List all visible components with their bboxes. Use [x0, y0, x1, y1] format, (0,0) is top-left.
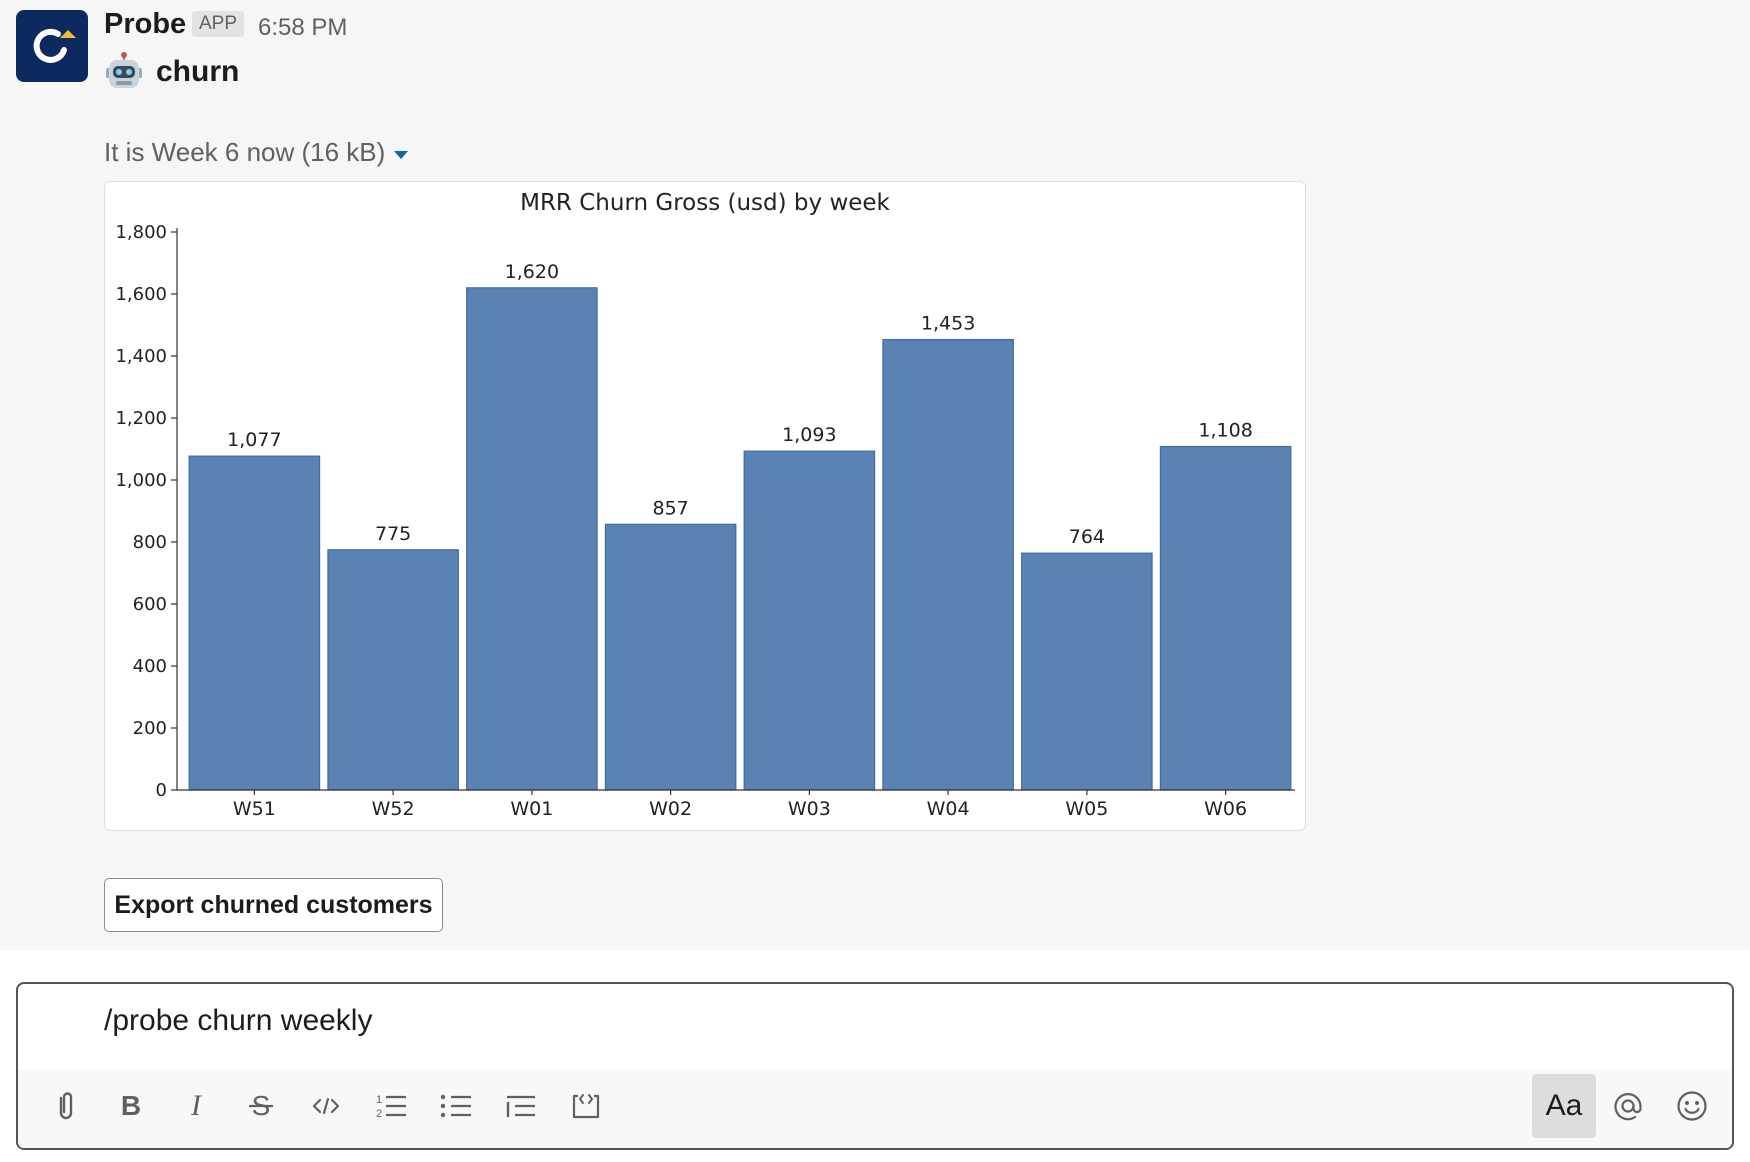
- y-tick-label: 600: [133, 594, 167, 615]
- message-timestamp[interactable]: 6:58 PM: [258, 14, 348, 41]
- sender-name[interactable]: Probe: [104, 8, 187, 40]
- data-label: 1,093: [782, 424, 836, 446]
- bar-w05: [1021, 552, 1153, 791]
- y-tick-label: 800: [133, 532, 167, 553]
- bar-chart: MRR Churn Gross (usd) by week 0 200 400 600…: [115, 190, 1295, 820]
- formatting-toggle-button[interactable]: Aa: [1532, 1074, 1596, 1138]
- bar-w51: [188, 455, 321, 791]
- y-tick-label: 1,800: [115, 222, 167, 243]
- data-label: 1,453: [921, 313, 975, 335]
- y-axis: 0 200 400 600 800 1,000 1,200 1,400 1,600 1,800: [115, 222, 178, 801]
- emoji-smiley-icon[interactable]: [1666, 1078, 1718, 1134]
- svg-text:1: 1: [376, 1094, 382, 1106]
- file-name[interactable]: It is Week 6 now: [104, 137, 295, 167]
- data-label: 857: [652, 497, 688, 519]
- italic-icon[interactable]: I: [170, 1078, 222, 1134]
- bar-w01: [466, 287, 598, 791]
- bars: 1,077 775 1,620 857 1,093 1,453 764 1,108: [188, 261, 1292, 791]
- y-tick-label: 200: [133, 718, 167, 739]
- bar-w02: [604, 523, 737, 791]
- x-tick-label: W01: [510, 798, 553, 820]
- message-subtitle: churn: [156, 55, 240, 88]
- data-label: 775: [375, 523, 411, 545]
- svg-text:2: 2: [376, 1108, 382, 1120]
- x-axis: W51 W52 W01 W02 W03 W04 W05 W06: [177, 789, 1295, 820]
- mention-at-icon[interactable]: [1602, 1078, 1654, 1134]
- y-tick-label: 400: [133, 656, 167, 677]
- bulleted-list-icon[interactable]: [430, 1078, 482, 1134]
- y-tick-label: 1,000: [115, 470, 167, 491]
- svg-text:I: I: [190, 1090, 203, 1122]
- robot-emoji-icon: [106, 52, 142, 88]
- probe-logo-icon: [33, 28, 76, 63]
- x-tick-label: W03: [788, 798, 831, 820]
- chart-attachment[interactable]: MRR Churn Gross (usd) by week 0 200 400 600…: [104, 181, 1306, 831]
- bar-w06: [1159, 445, 1292, 791]
- x-tick-label: W05: [1065, 798, 1108, 820]
- data-label: 1,108: [1198, 420, 1252, 442]
- message-subtitle-row: churn: [104, 52, 239, 92]
- collapse-caret-icon[interactable]: [394, 150, 409, 159]
- y-tick-label: 1,600: [115, 284, 167, 305]
- bar-w03: [743, 450, 876, 791]
- code-block-icon[interactable]: [560, 1078, 612, 1134]
- export-churned-customers-button[interactable]: Export churned customers: [104, 878, 443, 932]
- blockquote-icon[interactable]: [495, 1078, 547, 1134]
- x-tick-label: W04: [927, 798, 970, 820]
- y-tick-label: 0: [156, 780, 167, 801]
- bar-w04: [882, 338, 1014, 791]
- svg-text:B: B: [121, 1090, 141, 1121]
- app-badge: APP: [192, 11, 245, 37]
- data-label: 764: [1069, 526, 1105, 548]
- data-label: 1,077: [227, 429, 281, 451]
- x-tick-label: W52: [372, 798, 415, 820]
- y-tick-label: 1,400: [115, 346, 167, 367]
- file-title[interactable]: It is Week 6 now (16 kB): [104, 137, 409, 168]
- bar-w52: [327, 549, 459, 791]
- code-icon[interactable]: [300, 1078, 352, 1134]
- chart-title: MRR Churn Gross (usd) by week: [520, 190, 890, 216]
- x-tick-label: W02: [649, 798, 692, 820]
- app-avatar[interactable]: [16, 10, 88, 82]
- message-input[interactable]: /probe churn weekly: [104, 1004, 373, 1037]
- x-tick-label: W51: [233, 798, 276, 820]
- data-label: 1,620: [505, 261, 559, 283]
- attach-paperclip-icon[interactable]: [40, 1078, 92, 1134]
- x-tick-label: W06: [1204, 798, 1247, 820]
- formatting-toggle-label: Aa: [1545, 1089, 1583, 1122]
- bold-icon[interactable]: B: [105, 1078, 157, 1134]
- file-size: (16 kB): [301, 137, 386, 167]
- strikethrough-icon[interactable]: S: [235, 1078, 287, 1134]
- y-tick-label: 1,200: [115, 408, 167, 429]
